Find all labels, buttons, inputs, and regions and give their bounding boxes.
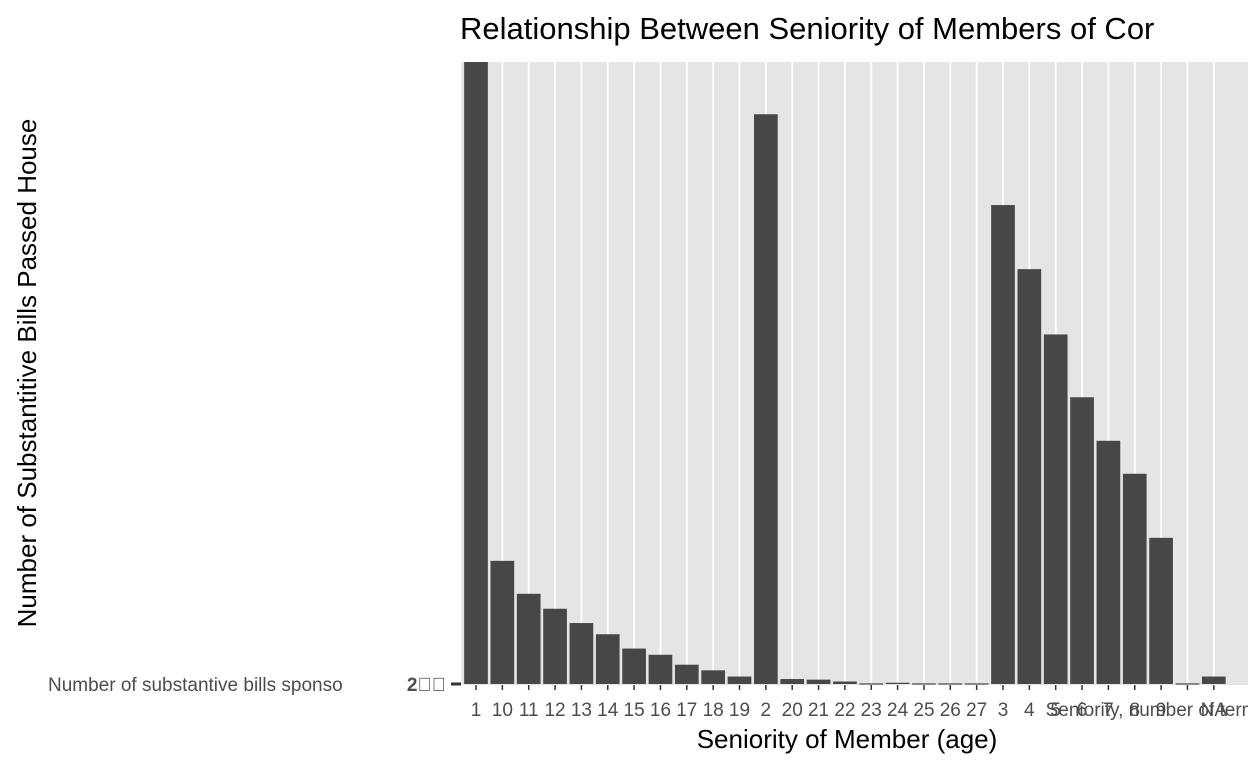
y-axis-label: Number of Substantitive Bills Passed Hou… <box>12 119 42 628</box>
x-tick-label: 25 <box>913 700 934 721</box>
bar-9 <box>1149 537 1173 684</box>
bar-10 <box>490 560 515 684</box>
bars <box>464 62 1226 685</box>
bar-8 <box>1122 473 1147 684</box>
x-tick-label: 11 <box>519 700 539 721</box>
bar-13 <box>569 623 594 684</box>
bar-11 <box>516 593 541 684</box>
x-tick-label: 14 <box>597 700 619 721</box>
x-tick-label: 27 <box>966 700 987 721</box>
x-tick-label: 24 <box>887 700 909 721</box>
x-axis-label: Seniority of Member (age) <box>697 724 998 754</box>
x-tick-label: 18 <box>703 700 724 721</box>
bar-24 <box>885 682 910 684</box>
x-tick-label: 9 <box>1156 700 1167 721</box>
bar-23 <box>859 683 884 685</box>
bar-14 <box>595 634 620 684</box>
x-tick-label: 7 <box>1103 700 1114 721</box>
y-tick-label: Number of substantive bills sponso <box>48 675 343 696</box>
bar-na <box>1201 676 1226 684</box>
bar-27 <box>964 683 989 685</box>
x-tick-label: 20 <box>782 700 803 721</box>
bar-17 <box>674 664 699 684</box>
chart-title: Relationship Between Seniority of Member… <box>460 11 1154 46</box>
x-tick-label: Seniority, number of terms served <box>1046 700 1248 721</box>
x-tick-label: 10 <box>492 700 513 721</box>
x-tick-label: 5 <box>1050 700 1061 721</box>
x-tick-label: 2 <box>761 700 772 721</box>
bar-6 <box>1070 397 1094 684</box>
x-tick-label: 17 <box>676 700 697 721</box>
bar-5 <box>1043 334 1068 684</box>
x-tick-label: 15 <box>624 700 645 721</box>
y-tick-label-overlap: 2   <box>407 675 446 696</box>
bar-20 <box>780 679 805 684</box>
bar-3 <box>991 205 1015 684</box>
bar-25 <box>912 683 936 685</box>
x-tick-label: 3 <box>998 700 1009 721</box>
x-tick-label: 1 <box>471 700 482 721</box>
bar-22 <box>833 681 857 684</box>
x-tick-label: 21 <box>808 700 829 721</box>
bar-2 <box>754 114 778 684</box>
bar-7 <box>1096 440 1121 684</box>
bar-4 <box>1017 269 1042 684</box>
bar-16 <box>648 654 673 684</box>
x-tick-label: 4 <box>1024 700 1035 721</box>
x-tick-label: 19 <box>729 700 750 721</box>
bar-21 <box>806 679 831 684</box>
x-tick-label: 22 <box>834 700 855 721</box>
x-tick-labels: 1 10 11 12 13 14 15 16 17 18 19 2 20 21 22 23 24 25 26 27 3 4… <box>471 685 1248 721</box>
x-tick-label: 16 <box>650 700 671 721</box>
x-tick-label: 13 <box>571 700 592 721</box>
x-tick-label: 8 <box>1129 700 1140 721</box>
bar-26 <box>938 683 963 685</box>
bar-1 <box>464 62 488 684</box>
bar-12 <box>543 608 567 684</box>
x-tick-label: NA <box>1201 700 1228 721</box>
bar-15 <box>622 648 646 684</box>
bar-seniority-number-of-terms-served <box>1175 683 1200 685</box>
x-tick-label: 23 <box>861 700 882 721</box>
x-tick-label: 26 <box>940 700 961 721</box>
bar-18 <box>701 670 725 684</box>
x-tick-label: 12 <box>544 700 565 721</box>
bar-19 <box>727 676 752 684</box>
x-tick-label: 6 <box>1077 700 1088 721</box>
